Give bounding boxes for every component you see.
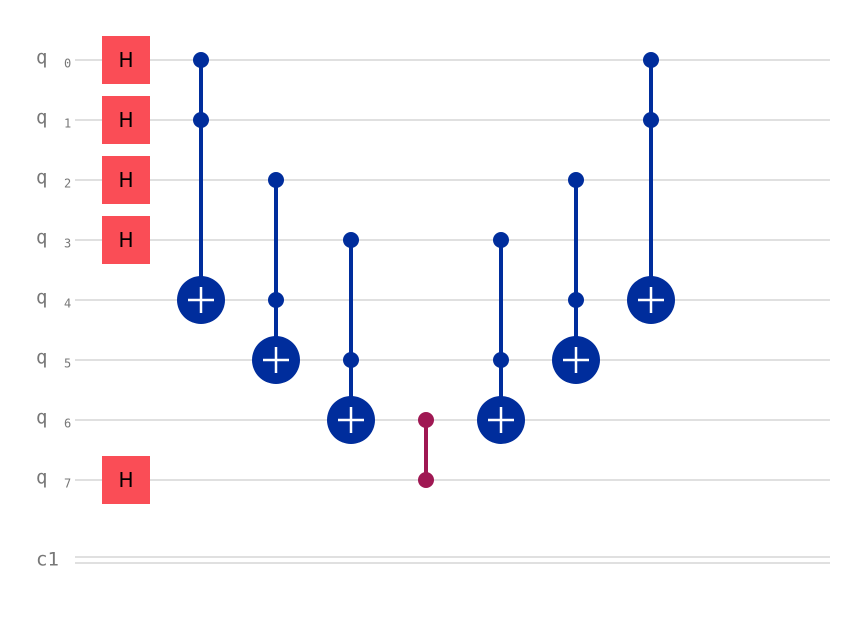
- control-dot: [568, 292, 584, 308]
- h-gate: [102, 156, 150, 204]
- control-dot: [493, 232, 509, 248]
- wire-index: 3: [64, 237, 71, 251]
- control-dot: [343, 352, 359, 368]
- wire-index: 0: [64, 57, 71, 71]
- h-gate-label: H: [118, 168, 133, 192]
- wire-name: q: [36, 227, 47, 249]
- h-gate: [102, 96, 150, 144]
- wire-index: 2: [64, 177, 71, 191]
- wire-index: 4: [64, 297, 71, 311]
- h-gate: [102, 36, 150, 84]
- wire-index: 7: [64, 477, 71, 491]
- control-dot: [568, 172, 584, 188]
- control-dot: [343, 232, 359, 248]
- wire-name: q: [36, 467, 47, 489]
- h-gate-label: H: [118, 108, 133, 132]
- control-dot: [643, 112, 659, 128]
- cz-dot: [418, 472, 434, 488]
- h-gate: [102, 456, 150, 504]
- h-gate-label: H: [118, 228, 133, 252]
- h-gate: [102, 216, 150, 264]
- wire-name: q: [36, 347, 47, 369]
- control-dot: [193, 112, 209, 128]
- wire-index: 5: [64, 357, 71, 371]
- wire-index: 1: [64, 117, 71, 131]
- cz-dot: [418, 412, 434, 428]
- wire-name: q: [36, 287, 47, 309]
- control-dot: [193, 52, 209, 68]
- h-gate-label: H: [118, 468, 133, 492]
- classical-name: c1: [36, 549, 59, 571]
- wire-name: q: [36, 167, 47, 189]
- control-dot: [268, 292, 284, 308]
- wire-name: q: [36, 407, 47, 429]
- wire-name: q: [36, 107, 47, 129]
- control-dot: [268, 172, 284, 188]
- control-dot: [643, 52, 659, 68]
- h-gate-label: H: [118, 48, 133, 72]
- control-dot: [493, 352, 509, 368]
- wire-index: 6: [64, 417, 71, 431]
- wire-name: q: [36, 47, 47, 69]
